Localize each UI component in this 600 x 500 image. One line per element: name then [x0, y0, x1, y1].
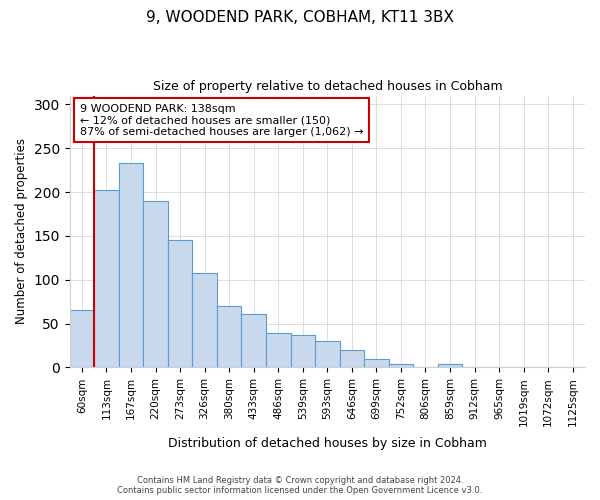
Bar — [290, 335, 315, 368]
Bar — [340, 350, 364, 368]
Bar — [315, 341, 340, 367]
Bar — [560, 366, 585, 368]
Bar — [364, 358, 389, 368]
Bar — [143, 201, 168, 368]
Bar — [389, 364, 413, 368]
Title: Size of property relative to detached houses in Cobham: Size of property relative to detached ho… — [152, 80, 502, 93]
Text: 9 WOODEND PARK: 138sqm
← 12% of detached houses are smaller (150)
87% of semi-de: 9 WOODEND PARK: 138sqm ← 12% of detached… — [80, 104, 364, 137]
Bar — [168, 240, 193, 368]
Y-axis label: Number of detached properties: Number of detached properties — [15, 138, 28, 324]
Bar — [193, 272, 217, 368]
Bar — [217, 306, 241, 368]
Text: Contains HM Land Registry data © Crown copyright and database right 2024.
Contai: Contains HM Land Registry data © Crown c… — [118, 476, 482, 495]
Bar — [119, 163, 143, 368]
Bar — [241, 314, 266, 368]
Bar — [70, 310, 94, 368]
Bar — [94, 190, 119, 368]
X-axis label: Distribution of detached houses by size in Cobham: Distribution of detached houses by size … — [168, 437, 487, 450]
Bar — [266, 333, 290, 368]
Text: 9, WOODEND PARK, COBHAM, KT11 3BX: 9, WOODEND PARK, COBHAM, KT11 3BX — [146, 10, 454, 25]
Bar — [487, 366, 511, 368]
Bar — [438, 364, 462, 368]
